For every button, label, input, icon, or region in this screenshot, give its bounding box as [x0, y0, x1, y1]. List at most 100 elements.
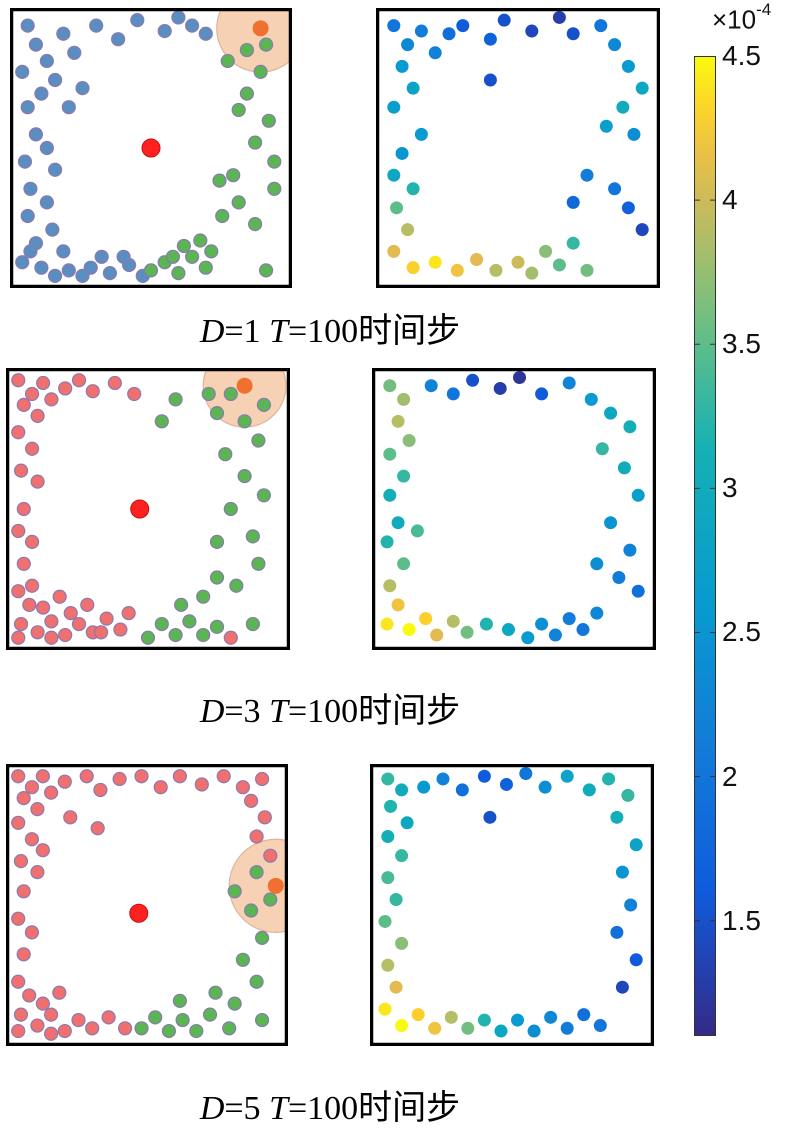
node-point	[535, 617, 549, 631]
node-point	[444, 1010, 458, 1024]
node-point	[220, 53, 235, 69]
node-point	[456, 19, 470, 33]
node-point	[261, 113, 276, 128]
node-point	[196, 627, 211, 643]
node-point	[489, 263, 503, 277]
node-point	[28, 127, 44, 142]
node-point	[79, 769, 94, 784]
node-point	[215, 208, 230, 224]
node-point	[387, 19, 401, 33]
node-point	[477, 1013, 491, 1027]
node-point	[535, 387, 549, 401]
node-point	[380, 535, 394, 549]
node-point	[621, 59, 635, 73]
node-point	[477, 769, 491, 783]
node-point	[24, 578, 40, 593]
node-point	[378, 1002, 392, 1016]
node-point	[13, 616, 29, 632]
node-point	[231, 102, 246, 118]
node-point	[608, 38, 622, 52]
node-point	[582, 783, 596, 797]
node-point	[552, 10, 566, 24]
node-point	[112, 771, 127, 787]
node-point	[258, 263, 274, 278]
node-point	[499, 777, 513, 791]
node-point	[525, 24, 539, 38]
node-point	[566, 236, 580, 250]
node-point	[218, 447, 233, 462]
node-point	[417, 780, 431, 794]
colorbar-fill	[694, 56, 716, 1036]
node-point	[548, 628, 562, 642]
node-point	[501, 623, 515, 637]
node-point	[494, 1024, 508, 1038]
colorbar-tick-label: 2	[722, 760, 738, 792]
node-point	[253, 64, 268, 79]
node-point	[208, 985, 223, 1000]
node-point	[174, 597, 189, 612]
node-point	[93, 782, 108, 798]
node-point	[594, 19, 608, 33]
node-point	[161, 1023, 177, 1039]
node-point	[15, 64, 30, 79]
node-point	[635, 81, 649, 95]
node-point	[24, 441, 40, 456]
node-point	[22, 988, 37, 1003]
node-point	[249, 865, 264, 880]
node-point	[395, 1019, 409, 1033]
node-point	[44, 392, 59, 407]
node-point	[513, 370, 527, 384]
colorbar-exponent: ×10-4	[712, 0, 771, 36]
caption-d3: D=3 T=100时间步	[100, 683, 560, 732]
node-point	[629, 953, 643, 967]
node-point	[30, 801, 45, 817]
node-point	[593, 1019, 607, 1033]
colorbar-tick-label: 2.5	[722, 616, 761, 648]
caption-d-label: D	[199, 1090, 225, 1127]
node-point	[623, 420, 637, 434]
node-point	[36, 375, 51, 391]
node-point	[61, 263, 76, 278]
panel-d5-right	[370, 764, 654, 1046]
node-point	[256, 397, 272, 412]
node-point	[381, 772, 395, 786]
node-point	[45, 222, 60, 237]
panel-frame	[6, 368, 290, 650]
node-point	[621, 788, 635, 802]
node-point	[168, 392, 183, 407]
node-point	[39, 195, 54, 210]
node-point	[16, 947, 31, 962]
node-point	[395, 59, 409, 73]
node-point	[414, 127, 428, 141]
node-point	[56, 26, 71, 41]
node-point	[44, 630, 59, 645]
node-point	[395, 849, 409, 863]
colorbar-tick-label: 3	[722, 472, 738, 504]
node-point	[635, 223, 649, 237]
node-point	[384, 799, 398, 813]
node-point	[560, 769, 574, 783]
node-point	[226, 168, 241, 183]
node-point	[584, 392, 598, 406]
node-point	[402, 434, 416, 447]
node-point	[624, 898, 638, 912]
node-point	[577, 1008, 591, 1022]
node-point	[397, 557, 411, 571]
node-point	[466, 373, 480, 387]
node-point	[212, 173, 227, 188]
node-point	[80, 597, 95, 612]
sensor-point	[236, 377, 253, 394]
node-point	[248, 135, 263, 150]
node-point	[419, 612, 433, 626]
caption-t-value: =100时间步	[287, 1090, 461, 1127]
node-point	[11, 584, 26, 599]
node-point	[245, 529, 260, 544]
node-point	[428, 1021, 442, 1035]
node-point	[383, 488, 397, 502]
node-point	[566, 27, 580, 41]
node-point	[406, 182, 420, 196]
node-point	[237, 414, 252, 429]
node-point	[189, 1023, 204, 1039]
node-point	[134, 769, 149, 784]
node-point	[121, 606, 136, 621]
